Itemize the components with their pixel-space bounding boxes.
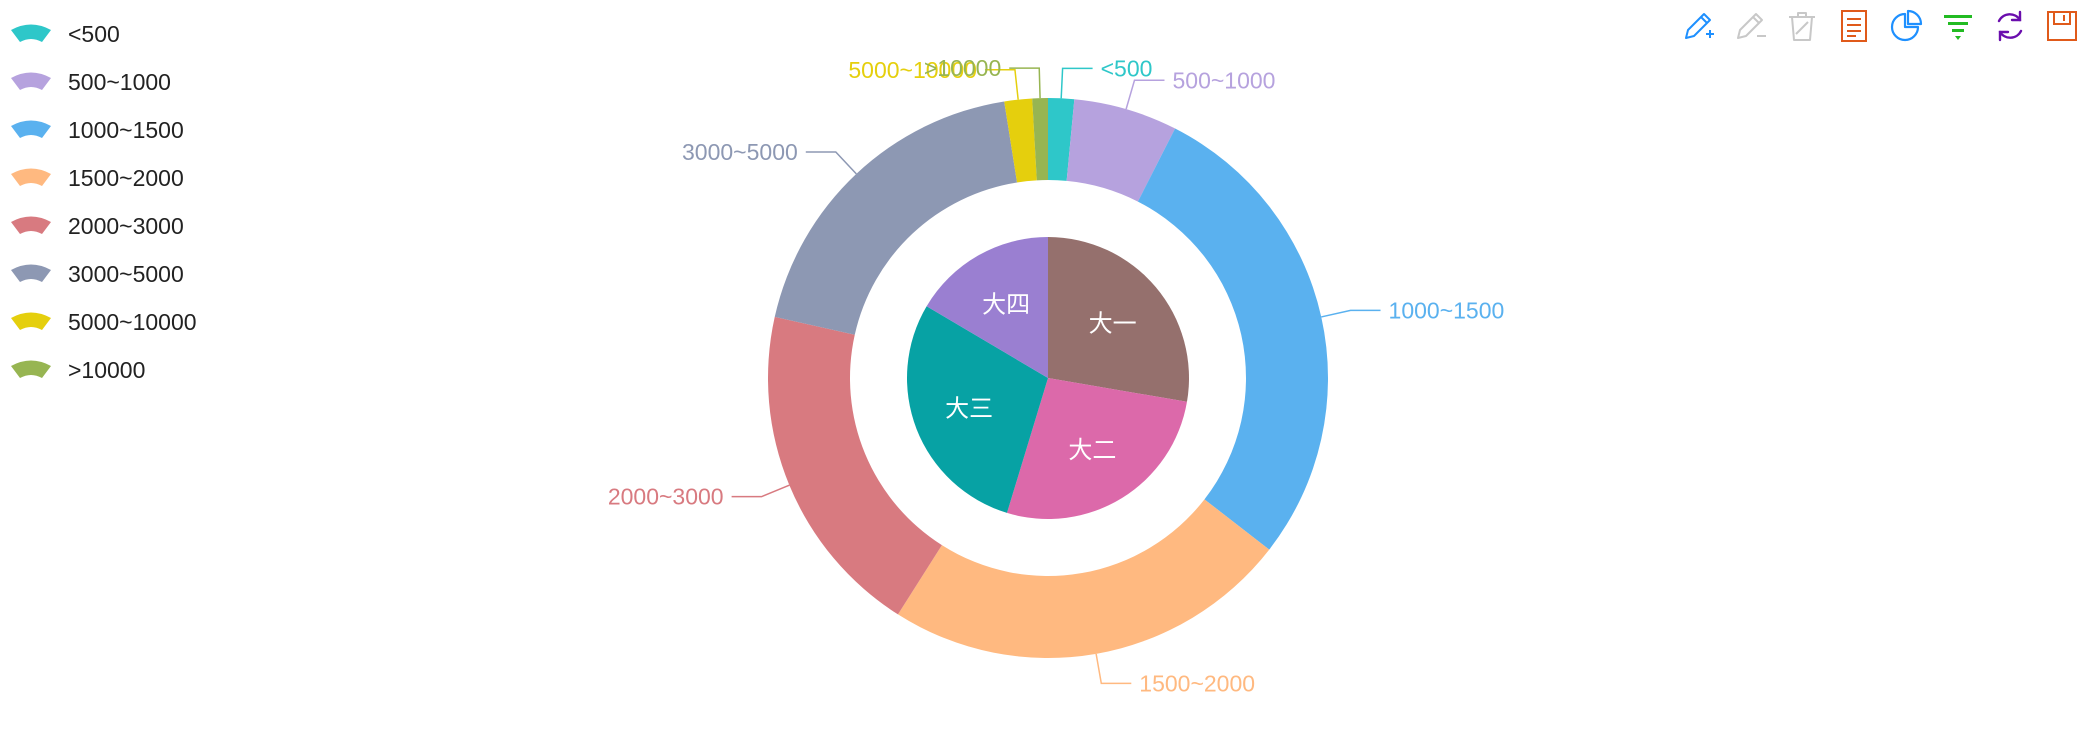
inner-label-year3: 大三 bbox=[945, 395, 993, 423]
outer-label-1000-1500: 1000~1500 bbox=[1389, 297, 1505, 323]
leader-line-1500-2000 bbox=[1096, 654, 1131, 684]
inner-pie bbox=[907, 237, 1189, 519]
inner-label-year4: 大四 bbox=[982, 291, 1030, 319]
leader-line-gt10000 bbox=[1009, 68, 1040, 98]
leader-line-1000-1500 bbox=[1321, 310, 1380, 317]
leader-line-2000-3000 bbox=[732, 485, 790, 496]
outer-slice-1500-2000[interactable] bbox=[898, 499, 1269, 658]
outer-label-1500-2000: 1500~2000 bbox=[1139, 670, 1255, 696]
outer-label-3000-5000: 3000~5000 bbox=[682, 139, 798, 165]
leader-line-lt500 bbox=[1061, 68, 1092, 98]
inner-label-year2: 大二 bbox=[1068, 436, 1116, 464]
outer-label-2000-3000: 2000~3000 bbox=[608, 484, 724, 510]
outer-label-lt500: <500 bbox=[1101, 55, 1153, 81]
inner-label-year1: 大一 bbox=[1089, 309, 1137, 337]
leader-line-500-1000 bbox=[1126, 80, 1164, 109]
leader-line-3000-5000 bbox=[806, 152, 857, 174]
outer-label-gt10000: >10000 bbox=[924, 55, 1001, 81]
outer-label-500-1000: 500~1000 bbox=[1172, 67, 1275, 93]
